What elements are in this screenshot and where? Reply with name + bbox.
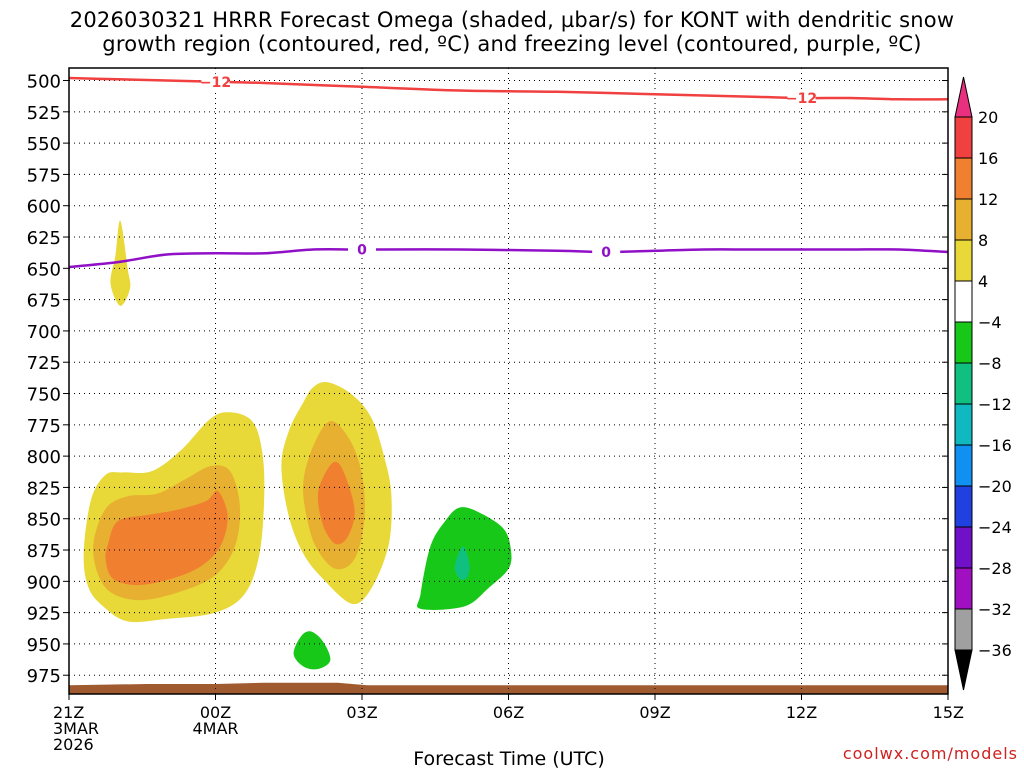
colorbar-box-8 xyxy=(954,444,973,487)
colorbar-bottom-arrow xyxy=(954,649,973,691)
y-tick-label-575: 575 xyxy=(27,165,61,186)
y-tick-label-675: 675 xyxy=(27,291,61,312)
omega-yellow-spike xyxy=(110,220,131,306)
omega-orange-cell1 xyxy=(105,490,228,586)
y-tick-label-775: 775 xyxy=(27,416,61,437)
y-tick-label-925: 925 xyxy=(27,604,61,625)
colorbar-box-0 xyxy=(954,116,973,159)
y-tick-label-850: 850 xyxy=(27,510,61,531)
contour-layer: −12 −12 0 0 xyxy=(68,73,949,269)
colorbar-label-10: −24 xyxy=(978,518,1012,537)
colorbar-box-7 xyxy=(954,403,973,446)
x-tick-label-3-1: 4MAR xyxy=(192,719,238,738)
colorbar-box-2 xyxy=(954,198,973,241)
colorbar-label-13: −36 xyxy=(978,641,1012,660)
colorbar-box-6 xyxy=(954,362,973,405)
y-tick-label-750: 750 xyxy=(27,385,61,406)
y-tick-label-600: 600 xyxy=(27,197,61,218)
x-tick-label-15-0: 12Z xyxy=(786,703,817,722)
colorbar-label-8: −16 xyxy=(978,436,1012,455)
colorbar-box-11 xyxy=(954,567,973,610)
colorbar-box-10 xyxy=(954,526,973,569)
dendritic-growth-minus12-line xyxy=(68,76,949,101)
omega-green-cell2 xyxy=(293,631,331,670)
colorbar-label-4: 4 xyxy=(978,272,988,291)
colorbar-box-4 xyxy=(954,280,973,323)
x-axis-title: Forecast Time (UTC) xyxy=(413,748,604,768)
y-tick-label-900: 900 xyxy=(27,572,61,593)
y-tick-label-700: 700 xyxy=(27,322,61,343)
colorbar-box-12 xyxy=(954,608,973,651)
y-tick-label-500: 500 xyxy=(27,72,61,93)
x-tick-label-0-2: 2026 xyxy=(53,735,94,754)
omega-teal-spot xyxy=(454,546,470,580)
dendritic-growth-minus12-label-bg-0 xyxy=(201,73,230,90)
colorbar: 20 16 12 8 4 −4 −8 −12 −16 −20 −24 −28 −32 −36 xyxy=(954,76,1012,691)
x-tick-label-0-0: 21Z xyxy=(53,703,84,722)
colorbar-label-7: −12 xyxy=(978,395,1012,414)
colorbar-top-arrow xyxy=(954,76,973,118)
chart-title-line-1: 2026030321 HRRR Forecast Omega (shaded, … xyxy=(69,8,955,32)
freezing-level-0-label-bg-0 xyxy=(348,241,376,258)
freezing-level-0-line xyxy=(68,247,949,269)
x-tick-label-3-0: 00Z xyxy=(200,703,231,722)
y-tick-label-625: 625 xyxy=(27,228,61,249)
y-tick-label-800: 800 xyxy=(27,447,61,468)
y-tick-label-875: 875 xyxy=(27,541,61,562)
y-tick-label-550: 550 xyxy=(27,134,61,155)
colorbar-label-1: 16 xyxy=(978,149,998,168)
colorbar-label-12: −32 xyxy=(978,600,1012,619)
colorbar-label-9: −20 xyxy=(978,477,1012,496)
x-tick-label-9-0: 06Z xyxy=(493,703,524,722)
axis-labels: 500 525 550 575 600 625 650 675 700 725 750 775 800 8… xyxy=(27,72,964,754)
x-tick-label-18-0: 15Z xyxy=(933,703,964,722)
colorbar-box-9 xyxy=(954,485,973,528)
dendritic-growth-minus12-label-bg-1 xyxy=(787,90,816,107)
colorbar-box-5 xyxy=(954,321,973,364)
x-tick-label-6-0: 03Z xyxy=(346,703,377,722)
colorbar-label-6: −8 xyxy=(978,354,1002,373)
y-tick-label-825: 825 xyxy=(27,478,61,499)
freezing-level-0-label-1: 0 xyxy=(601,245,611,261)
x-tick-label-12-0: 09Z xyxy=(639,703,670,722)
omega-orange-cell2 xyxy=(317,461,355,545)
dendritic-growth-minus12-label-0: −12 xyxy=(200,75,231,91)
colorbar-box-3 xyxy=(954,239,973,282)
freezing-level-0-label-bg-1 xyxy=(592,244,621,261)
y-tick-label-725: 725 xyxy=(27,353,61,374)
freezing-level-0-label-0: 0 xyxy=(357,243,367,259)
y-tick-label-950: 950 xyxy=(27,635,61,656)
colorbar-label-3: 8 xyxy=(978,231,988,250)
x-tick-label-0-1: 3MAR xyxy=(53,719,99,738)
colorbar-box-1 xyxy=(954,157,973,200)
colorbar-label-2: 12 xyxy=(978,190,998,209)
credit-link[interactable]: coolwx.com/models xyxy=(842,744,1018,763)
chart-title-line-2: growth region (contoured, red, ºC) and f… xyxy=(102,32,922,56)
y-tick-label-650: 650 xyxy=(27,259,61,280)
y-tick-label-975: 975 xyxy=(27,666,61,687)
omega-shading-layer xyxy=(83,220,512,670)
colorbar-label-5: −4 xyxy=(978,313,1002,332)
colorbar-label-0: 20 xyxy=(978,108,998,127)
dendritic-growth-minus12-label-1: −12 xyxy=(786,91,817,107)
y-tick-label-525: 525 xyxy=(27,103,61,124)
chart-title: 2026030321 HRRR Forecast Omega (shaded, … xyxy=(0,8,1024,56)
colorbar-label-11: −28 xyxy=(978,559,1012,578)
